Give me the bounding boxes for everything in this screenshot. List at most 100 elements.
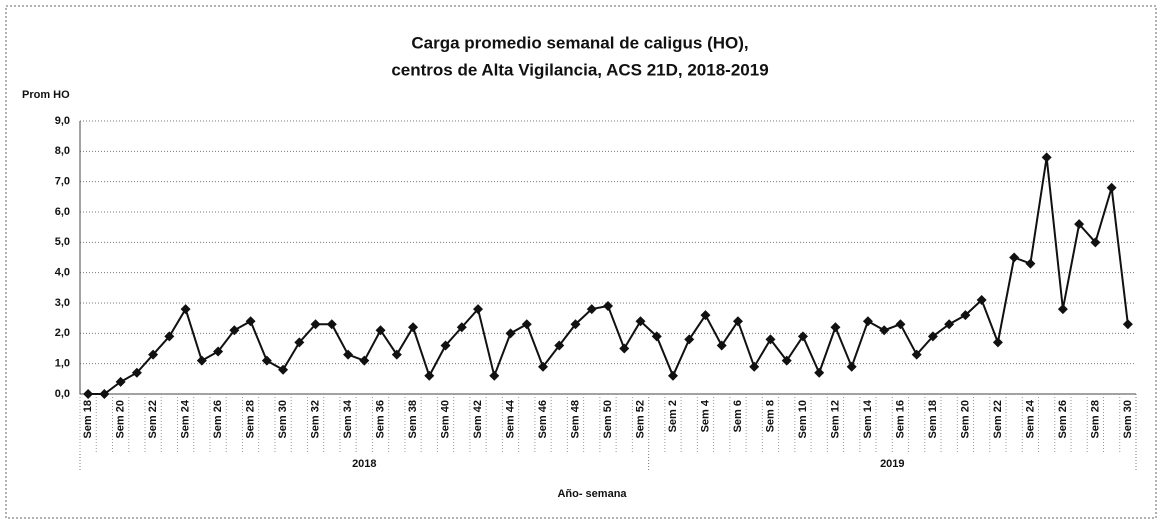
data-line — [88, 157, 1129, 395]
x-tick-label: Sem 8 — [764, 400, 776, 432]
x-tick-label: Sem 20 — [115, 400, 127, 439]
data-point — [489, 370, 500, 381]
x-tick-label: Sem 16 — [894, 400, 906, 439]
y-tick-label: 1,0 — [55, 358, 70, 370]
data-point — [391, 349, 402, 360]
chart-title: centros de Alta Vigilancia, ACS 21D, 201… — [391, 60, 768, 79]
data-point — [424, 370, 435, 381]
data-point — [1057, 304, 1068, 315]
data-point — [1122, 319, 1133, 330]
y-tick-label: 4,0 — [55, 267, 70, 279]
x-tick-label: Sem 30 — [277, 400, 289, 439]
x-tick-label: Sem 46 — [537, 400, 549, 439]
data-point — [1025, 258, 1036, 269]
x-tick-label: Sem 12 — [829, 400, 841, 439]
y-tick-label: 0,0 — [55, 388, 70, 400]
data-point — [245, 316, 256, 327]
y-tick-label: 7,0 — [55, 176, 70, 188]
data-point — [830, 322, 841, 333]
y-tick-label: 3,0 — [55, 297, 70, 309]
x-axis-label: Año- semana — [557, 488, 627, 500]
data-point — [781, 355, 792, 366]
x-tick-label: Sem 50 — [602, 400, 614, 439]
data-point — [1090, 237, 1101, 248]
data-point — [278, 364, 289, 375]
data-point — [196, 355, 207, 366]
chart-title: Carga promedio semanal de caligus (HO), — [411, 33, 748, 52]
data-point — [846, 361, 857, 372]
x-tick-label: Sem 32 — [309, 400, 321, 439]
data-point — [976, 294, 987, 305]
data-point — [521, 319, 532, 330]
data-point — [927, 331, 938, 342]
data-point — [148, 349, 159, 360]
data-point — [1009, 252, 1020, 263]
y-tick-label: 5,0 — [55, 236, 70, 248]
data-point — [408, 322, 419, 333]
data-point — [862, 316, 873, 327]
data-point — [716, 340, 727, 351]
group-label: 2018 — [352, 458, 376, 470]
data-point — [343, 349, 354, 360]
data-point — [651, 331, 662, 342]
x-tick-label: Sem 42 — [472, 400, 484, 439]
data-point — [554, 340, 565, 351]
data-point — [294, 337, 305, 348]
data-point — [895, 319, 906, 330]
data-point — [505, 328, 516, 339]
y-tick-label: 2,0 — [55, 327, 70, 339]
x-tick-label: Sem 40 — [439, 400, 451, 439]
x-tick-label: Sem 28 — [244, 400, 256, 439]
data-point — [326, 319, 337, 330]
data-point — [619, 343, 630, 354]
x-tick-label: Sem 36 — [374, 400, 386, 439]
data-point — [164, 331, 175, 342]
y-axis-label: Prom HO — [22, 89, 70, 101]
x-tick-label: Sem 26 — [1057, 400, 1069, 439]
data-point — [879, 325, 890, 336]
x-tick-label: Sem 18 — [82, 400, 94, 439]
data-point — [749, 361, 760, 372]
data-point — [814, 367, 825, 378]
data-point — [570, 319, 581, 330]
data-point — [261, 355, 272, 366]
data-point — [765, 334, 776, 345]
data-point — [700, 310, 711, 321]
chart-border — [5, 5, 1157, 519]
x-tick-label: Sem 2 — [667, 400, 679, 432]
x-tick-label: Sem 18 — [927, 400, 939, 439]
data-point — [538, 361, 549, 372]
x-tick-label: Sem 24 — [180, 399, 192, 438]
data-point — [603, 301, 613, 312]
x-tick-label: Sem 4 — [699, 399, 711, 432]
data-point — [213, 346, 224, 357]
x-tick-label: Sem 14 — [862, 399, 874, 438]
data-point — [456, 322, 467, 333]
data-point — [1074, 219, 1085, 230]
data-point — [944, 319, 955, 330]
x-tick-label: Sem 48 — [569, 400, 581, 439]
x-tick-label: Sem 52 — [634, 400, 646, 439]
x-tick-label: Sem 22 — [147, 400, 159, 439]
data-point — [359, 355, 370, 366]
data-point — [440, 340, 451, 351]
data-point — [99, 389, 110, 399]
x-tick-label: Sem 28 — [1089, 400, 1101, 439]
x-tick-label: Sem 6 — [732, 400, 744, 432]
data-point — [375, 325, 386, 336]
y-tick-label: 6,0 — [55, 206, 70, 218]
data-point — [131, 367, 142, 378]
data-point — [473, 304, 484, 315]
data-point — [310, 319, 321, 330]
data-point — [684, 334, 695, 345]
data-point — [667, 370, 678, 381]
x-tick-label: Sem 34 — [342, 399, 354, 438]
data-point — [1041, 152, 1052, 163]
data-point — [635, 316, 646, 327]
x-tick-label: Sem 30 — [1122, 400, 1134, 439]
data-point — [115, 376, 126, 387]
data-point — [180, 304, 191, 315]
data-point — [229, 325, 240, 336]
x-tick-label: Sem 38 — [407, 400, 419, 439]
